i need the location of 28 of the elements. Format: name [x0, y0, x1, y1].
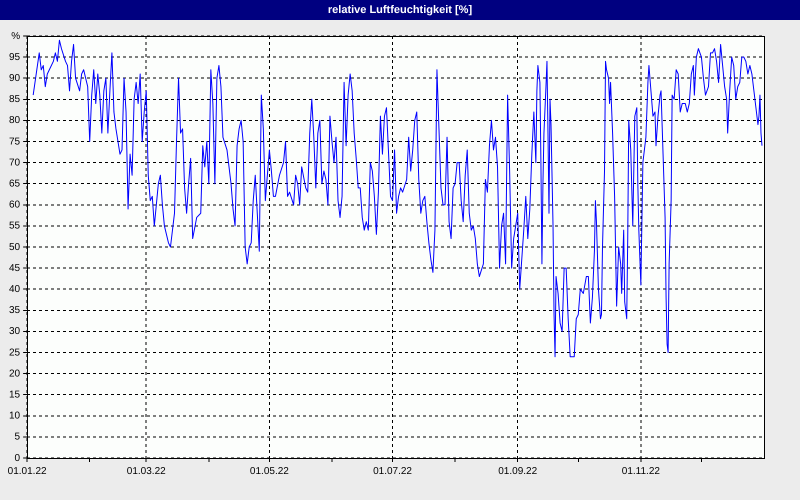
y-tick-label: 30 — [9, 326, 21, 338]
y-tick-label: 85 — [9, 94, 21, 106]
y-tick-label: 55 — [9, 220, 21, 232]
x-tick-label: 01.09.22 — [498, 466, 538, 477]
y-tick-label: 10 — [9, 410, 21, 422]
x-tick-label: 01.03.22 — [126, 466, 166, 477]
x-tick-label: 01.11.22 — [622, 466, 660, 477]
y-tick-label: % — [11, 30, 20, 42]
y-tick-label: 15 — [9, 389, 21, 400]
y-tick-label: 40 — [9, 284, 21, 295]
y-tick-label: 65 — [9, 178, 21, 190]
x-tick-label: 01.05.22 — [250, 466, 290, 477]
y-tick-label: 20 — [9, 368, 21, 380]
y-tick-label: 80 — [9, 115, 21, 126]
y-tick-label: 35 — [9, 305, 21, 316]
chart-title: relative Luftfeuchtigkeit [%] — [0, 0, 800, 20]
y-tick-label: 45 — [9, 262, 21, 274]
y-tick-label: 50 — [9, 242, 21, 253]
y-tick-label: 90 — [9, 72, 21, 84]
y-tick-label: 5 — [14, 432, 21, 443]
x-tick-label: 01.01.22 — [8, 466, 48, 477]
y-tick-label: 70 — [9, 157, 21, 168]
y-tick-label: 95 — [9, 52, 21, 63]
y-tick-label: 75 — [9, 136, 21, 148]
x-tick-label: 01.07.22 — [373, 466, 412, 477]
y-tick-label: 60 — [9, 200, 21, 211]
y-tick-label: 0 — [14, 452, 21, 464]
y-tick-label: 25 — [9, 347, 21, 358]
